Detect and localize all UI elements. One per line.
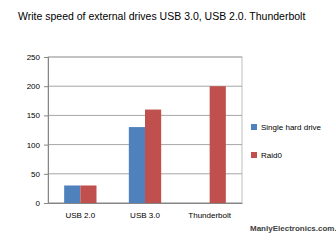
- bar: [64, 185, 80, 203]
- y-tick: 0: [36, 199, 48, 208]
- bar: [80, 185, 96, 203]
- background: [0, 0, 336, 251]
- legend-swatch: [251, 124, 257, 130]
- x-axis-line: [49, 203, 243, 204]
- legend-swatch: [251, 152, 257, 158]
- grid: [48, 57, 242, 203]
- y-tick-label: 250: [27, 53, 41, 62]
- y-tick-label: 100: [27, 141, 41, 150]
- bars: [64, 86, 226, 203]
- title: Write speed of external drives USB 3.0, …: [18, 10, 305, 22]
- bar: [210, 86, 226, 203]
- legend-label: Single hard drive: [261, 123, 322, 132]
- x-tick: USB 3.0: [130, 203, 160, 220]
- legend: Single hard drive Raid0: [251, 123, 322, 160]
- x-axis: USB 2.0 USB 3.0 Thunderbolt: [49, 203, 243, 220]
- y-tick: 150: [27, 111, 48, 120]
- y-tick-mark: [44, 86, 48, 87]
- y-tick: 100: [27, 141, 48, 150]
- x-tick-label: Thunderbolt: [188, 211, 231, 220]
- y-tick-mark: [44, 57, 48, 58]
- y-tick: 50: [31, 170, 48, 179]
- annotation: ManlyElectronics.com.au: [250, 224, 336, 233]
- y-axis-line: [44, 58, 49, 204]
- bar: [145, 110, 161, 203]
- x-tick-label: USB 3.0: [130, 211, 160, 220]
- plot-frame: [48, 57, 242, 203]
- y-tick-label: 0: [36, 199, 41, 208]
- y-axis: 0 50 100 150 200 250: [27, 53, 49, 208]
- legend-label: Raid0: [261, 151, 282, 160]
- grid-line: [48, 57, 242, 58]
- y-tick-label: 50: [31, 170, 40, 179]
- y-tick-mark: [44, 203, 48, 204]
- y-tick-mark: [44, 115, 48, 116]
- chart: Write speed of external drives USB 3.0, …: [0, 0, 336, 251]
- y-tick-mark: [44, 174, 48, 175]
- y-tick-label: 200: [27, 82, 41, 91]
- x-tick-label: USB 2.0: [65, 211, 95, 220]
- y-tick: 250: [27, 53, 48, 62]
- y-tick-mark: [44, 145, 48, 146]
- x-tick: Thunderbolt: [188, 203, 231, 220]
- y-tick-label: 150: [27, 111, 41, 120]
- bar: [129, 127, 145, 203]
- bar-series: [80, 86, 226, 203]
- y-tick: 200: [27, 82, 48, 91]
- x-tick: USB 2.0: [65, 203, 95, 220]
- bar-series: [64, 127, 145, 203]
